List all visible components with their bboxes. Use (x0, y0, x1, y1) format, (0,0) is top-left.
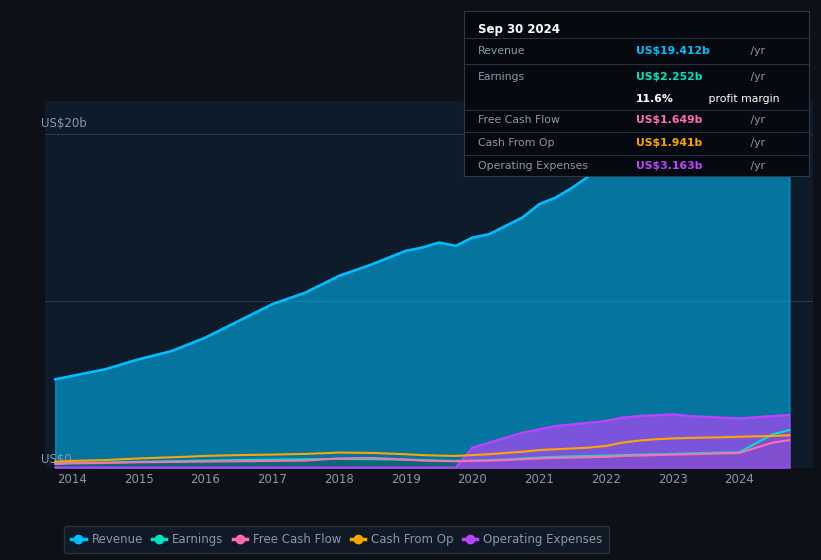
Text: 11.6%: 11.6% (636, 94, 674, 104)
Text: Free Cash Flow: Free Cash Flow (478, 115, 560, 125)
Text: US$0: US$0 (41, 453, 72, 466)
Text: Operating Expenses: Operating Expenses (478, 161, 588, 171)
Text: US$20b: US$20b (41, 118, 87, 130)
Text: /yr: /yr (746, 161, 764, 171)
Text: /yr: /yr (746, 138, 764, 148)
Text: US$3.163b: US$3.163b (636, 161, 703, 171)
Text: /yr: /yr (746, 72, 764, 82)
Text: Cash From Op: Cash From Op (478, 138, 554, 148)
Text: /yr: /yr (746, 46, 764, 56)
Text: Sep 30 2024: Sep 30 2024 (478, 23, 560, 36)
Text: profit margin: profit margin (705, 94, 780, 104)
Text: Earnings: Earnings (478, 72, 525, 82)
Text: US$19.412b: US$19.412b (636, 46, 710, 56)
Text: US$1.649b: US$1.649b (636, 115, 703, 125)
Text: US$2.252b: US$2.252b (636, 72, 703, 82)
Text: Revenue: Revenue (478, 46, 525, 56)
Text: US$1.941b: US$1.941b (636, 138, 703, 148)
Text: /yr: /yr (746, 115, 764, 125)
Legend: Revenue, Earnings, Free Cash Flow, Cash From Op, Operating Expenses: Revenue, Earnings, Free Cash Flow, Cash … (64, 526, 609, 553)
